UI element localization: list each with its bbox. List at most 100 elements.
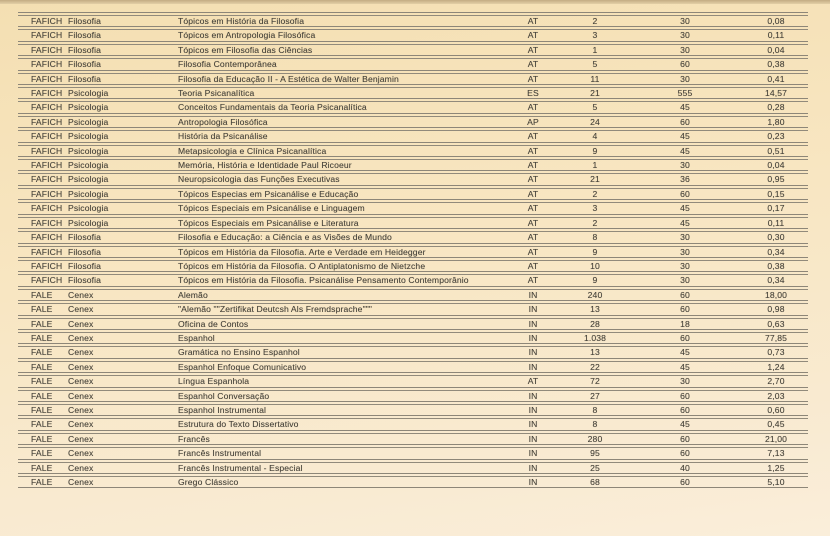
cell-type-code: AT [502,245,564,258]
table-row: FAFICH Psicologia História da Psicanálise A… [18,130,808,143]
cell-hours: 18 [626,317,744,330]
cell-type-code: IN [502,303,564,316]
cell-type-code: ES [502,87,564,100]
cell-hours: 60 [626,476,744,489]
cell-course-name: Antropologia Filosófica [172,115,502,129]
table-row: FALE Cenex Grego Clássico IN 68 60 5,10 [18,476,808,489]
cell-index-value: 0,38 [744,259,808,273]
cell-course-name: Espanhol Conversação [172,389,502,402]
cell-enrollment: 3 [564,29,626,42]
cell-enrollment: 95 [564,447,626,460]
cell-department: Filosofia [62,15,172,28]
cell-index-value: 0,23 [744,130,808,143]
cell-index-value: 0,45 [744,418,808,431]
cell-department: Cenex [62,418,172,431]
cell-unit: FAFICH [18,231,62,244]
cell-index-value: 2,70 [744,375,808,388]
cell-enrollment: 9 [564,274,626,287]
cell-enrollment: 280 [564,432,626,446]
cell-department: Psicologia [62,216,172,230]
cell-course-name: Metapsicologia e Clínica Psicanalítica [172,144,502,158]
cell-index-value: 0,38 [744,58,808,71]
cell-enrollment: 22 [564,360,626,374]
table-row: FAFICH Filosofia Tópicos em História da Fi… [18,245,808,258]
cell-enrollment: 240 [564,288,626,302]
cell-hours: 60 [626,288,744,302]
cell-department: Cenex [62,303,172,316]
table-row: FAFICH Filosofia Filosofia e Educação: a C… [18,231,808,244]
cell-unit: FAFICH [18,29,62,42]
cell-hours: 60 [626,187,744,201]
cell-index-value: 1,25 [744,461,808,474]
cell-type-code: AT [502,375,564,388]
cell-unit: FAFICH [18,245,62,258]
cell-enrollment: 21 [564,173,626,186]
cell-index-value: 0,95 [744,173,808,186]
cell-unit: FALE [18,303,62,316]
cell-enrollment: 8 [564,231,626,244]
table-row: FALE Cenex Língua Espanhola AT 72 30 2,70 [18,375,808,388]
cell-unit: FAFICH [18,259,62,273]
cell-index-value: 0,63 [744,317,808,330]
data-table: FAFICH Filosofia Tópicos em História da Fi… [18,13,808,490]
table-row: FAFICH Filosofia Filosofia da Educação II … [18,72,808,86]
cell-department: Cenex [62,403,172,417]
cell-department: Cenex [62,375,172,388]
cell-department: Cenex [62,331,172,345]
cell-unit: FAFICH [18,15,62,28]
cell-course-name: Tópicos em Antropologia Filosófica [172,29,502,42]
cell-hours: 30 [626,274,744,287]
cell-enrollment: 9 [564,144,626,158]
cell-unit: FAFICH [18,274,62,287]
table-row: FAFICH Filosofia Tópicos em Filosofia das … [18,43,808,57]
cell-index-value: 0,15 [744,187,808,201]
cell-type-code: AT [502,15,564,28]
table-row: FALE Cenex Espanhol Enfoque Comunicativo IN… [18,360,808,374]
cell-hours: 45 [626,216,744,230]
cell-index-value: 0,11 [744,29,808,42]
cell-index-value: 0,04 [744,43,808,57]
cell-course-name: Filosofia Contemporânea [172,58,502,71]
cell-department: Cenex [62,461,172,474]
cell-enrollment: 11 [564,72,626,86]
cell-course-name: Estrutura do Texto Dissertativo [172,418,502,431]
cell-department: Filosofia [62,274,172,287]
cell-index-value: 0,17 [744,202,808,215]
cell-department: Filosofia [62,245,172,258]
cell-type-code: AT [502,29,564,42]
cell-hours: 30 [626,15,744,28]
cell-type-code: AT [502,43,564,57]
cell-course-name: "Alemão ""Zertifikat Deutcsh Als Fremdsp… [172,303,502,316]
table-row: FALE Cenex Espanhol Instrumental IN 8 60 0,60 [18,403,808,417]
cell-unit: FALE [18,432,62,446]
cell-department: Cenex [62,360,172,374]
cell-enrollment: 72 [564,375,626,388]
table-row: FAFICH Psicologia Teoria Psicanalítica ES 21… [18,87,808,100]
cell-enrollment: 21 [564,87,626,100]
cell-hours: 30 [626,159,744,172]
table-row: FALE Cenex Alemão IN 240 60 18,00 [18,288,808,302]
cell-type-code: AT [502,202,564,215]
table-row: FALE Cenex Estrutura do Texto Dissertativo… [18,418,808,431]
table-row: FAFICH Psicologia Neuropsicologia das Funç… [18,173,808,186]
cell-unit: FALE [18,447,62,460]
cell-index-value: 0,11 [744,216,808,230]
cell-course-name: Tópicos em História da Filosofia. O Anti… [172,259,502,273]
table-row: FAFICH Psicologia Metapsicologia e Clínica… [18,144,808,158]
cell-hours: 60 [626,58,744,71]
cell-type-code: IN [502,389,564,402]
cell-course-name: Memória, História e Identidade Paul Rico… [172,159,502,172]
cell-enrollment: 2 [564,15,626,28]
cell-type-code: AT [502,216,564,230]
cell-hours: 45 [626,418,744,431]
cell-hours: 30 [626,72,744,86]
cell-index-value: 0,98 [744,303,808,316]
cell-hours: 45 [626,130,744,143]
cell-course-name: Gramática no Ensino Espanhol [172,346,502,359]
cell-department: Psicologia [62,202,172,215]
cell-type-code: AT [502,130,564,143]
cell-unit: FAFICH [18,202,62,215]
table-row: FAFICH Filosofia Tópicos em História da Fi… [18,274,808,287]
cell-type-code: AP [502,115,564,129]
